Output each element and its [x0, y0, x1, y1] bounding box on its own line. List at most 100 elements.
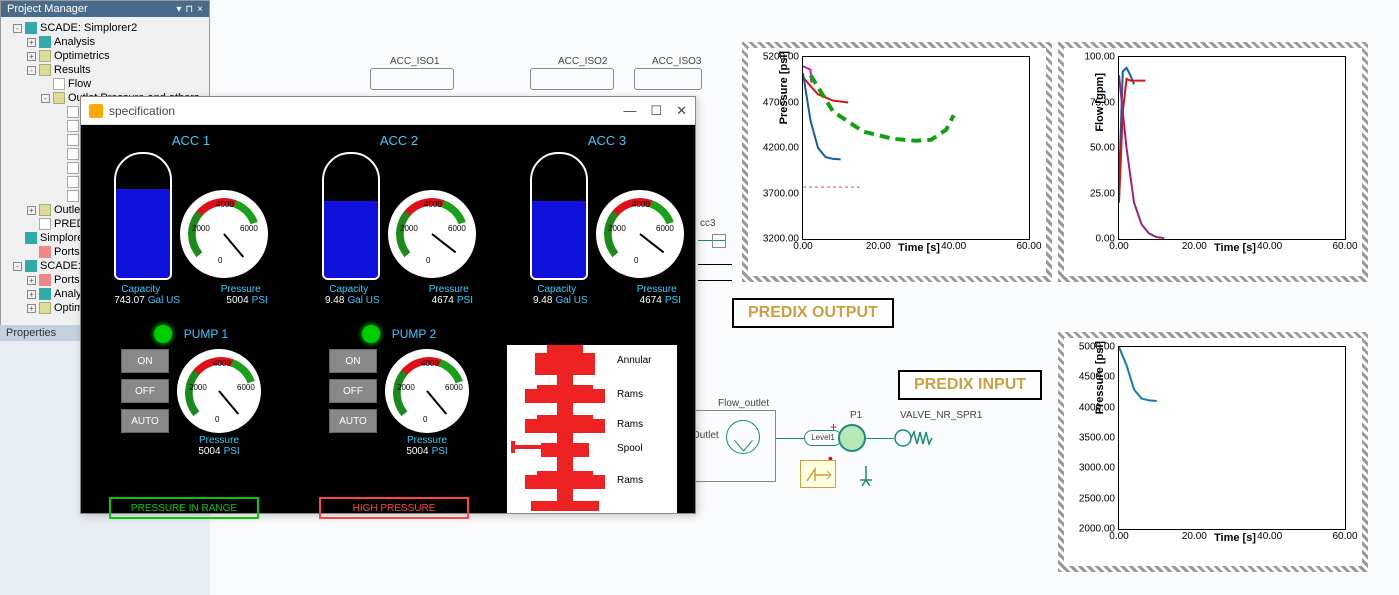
tree-item-label: Outle — [54, 204, 80, 216]
expander-icon[interactable]: - — [13, 262, 22, 271]
tree-item[interactable]: Flow — [5, 77, 205, 91]
iso-label-3: ACC_ISO3 — [652, 56, 701, 67]
chart-icon — [25, 260, 37, 272]
bop-ram — [525, 475, 605, 489]
predix-input-label: PREDIX INPUT — [914, 376, 1026, 393]
leaf-icon — [67, 148, 79, 160]
tree-item[interactable]: +Optimetrics — [5, 49, 205, 63]
predix-output-label: PREDIX OUTPUT — [748, 304, 878, 321]
chart-pressure2: Pressure [psi] 2000.002500.003000.003500… — [1058, 332, 1368, 572]
leaf-icon — [67, 190, 79, 202]
chart-plot-area[interactable]: 0.0025.0050.0075.00100.000.0020.0040.006… — [1118, 56, 1346, 240]
flow-outlet-label: Flow_outlet — [718, 398, 769, 409]
status-high: HIGH PRESSURE — [319, 497, 469, 519]
leaf-icon — [53, 78, 65, 90]
chart-icon — [25, 22, 37, 34]
off-button[interactable]: OFF — [121, 379, 169, 403]
tree-item-label: Flow — [68, 78, 91, 90]
folder-icon — [53, 92, 65, 104]
bop-ram — [525, 419, 605, 433]
tree-item-label: SCADE: Simplorer2 — [40, 22, 137, 34]
status-led — [362, 325, 380, 343]
port-icon — [39, 274, 51, 286]
bop-label: Rams — [617, 419, 643, 430]
chart-pressure: Pressure [psi] 3200.003700.004200.004700… — [742, 42, 1052, 282]
expander-icon[interactable]: + — [27, 276, 36, 285]
predix-output-box: PREDIX OUTPUT — [732, 298, 894, 328]
port-icon — [39, 246, 51, 258]
accumulator-2: ACC 20200040006000CapacityPressure9.48Ga… — [299, 133, 499, 306]
off-button[interactable]: OFF — [329, 379, 377, 403]
tank-indicator — [530, 152, 588, 280]
tree-item[interactable]: + Analysis — [5, 35, 205, 49]
chart-icon — [25, 232, 37, 244]
status-ok: PRESSURE IN RANGE — [109, 497, 259, 519]
ground-icon — [856, 466, 876, 490]
properties-title: Properties — [6, 327, 56, 339]
iso-block-1[interactable] — [370, 68, 454, 90]
tree-item-label: Ports — [54, 246, 80, 258]
meter-icon[interactable] — [726, 420, 760, 454]
acc-title: ACC 2 — [299, 133, 499, 148]
expander-icon[interactable]: - — [13, 24, 22, 33]
pump-title: PUMP 1 — [184, 327, 228, 341]
tree-item[interactable]: - SCADE: Simplorer2 — [5, 21, 205, 35]
tree-item-label: Optim — [54, 302, 83, 314]
tree-item-label: Analysis — [54, 36, 95, 48]
source-block[interactable] — [800, 460, 836, 488]
spring-icon[interactable] — [894, 426, 936, 450]
tank-indicator — [322, 152, 380, 280]
auto-button[interactable]: AUTO — [329, 409, 377, 433]
pump-2: PUMP 2ONOFFAUTO0200040006000Pressure5004… — [299, 325, 499, 457]
connector[interactable] — [712, 234, 726, 248]
p1-label: P1 — [850, 410, 862, 421]
expander-icon[interactable]: + — [27, 38, 36, 47]
folder-icon — [39, 64, 51, 76]
pump-title: PUMP 2 — [392, 327, 436, 341]
expander-icon[interactable]: + — [27, 52, 36, 61]
properties-panel: Properties — [0, 325, 88, 341]
bop-label: Annular — [617, 355, 651, 366]
on-button[interactable]: ON — [121, 349, 169, 373]
iso-block-3[interactable] — [634, 68, 702, 90]
bop-spool — [541, 443, 589, 457]
auto-button[interactable]: AUTO — [121, 409, 169, 433]
bop-label: Rams — [617, 389, 643, 400]
accumulator-3: ACC 30200040006000CapacityPressure9.48Ga… — [507, 133, 707, 306]
expander-icon[interactable]: - — [41, 94, 50, 103]
window-title: specification — [109, 104, 175, 118]
wire — [776, 438, 804, 439]
expander-icon[interactable]: - — [27, 66, 36, 75]
acc-title: ACC 1 — [91, 133, 291, 148]
on-button[interactable]: ON — [329, 349, 377, 373]
expander-icon[interactable]: + — [27, 290, 36, 299]
spec-body: PRESSURE IN RANGE HIGH PRESSURE Annular … — [81, 125, 695, 513]
chart-icon — [39, 36, 51, 48]
pressure-gauge: 0200040006000 — [388, 190, 476, 278]
chart-plot-area[interactable]: 3200.003700.004200.004700.005200.000.002… — [802, 56, 1030, 240]
close-icon[interactable]: × — [197, 4, 203, 15]
tree-item[interactable]: -Results — [5, 63, 205, 77]
specification-window: specification — ☐ ✕ PRESSURE IN RANGE HI… — [80, 96, 696, 514]
wire — [866, 438, 894, 439]
predix-input-box: PREDIX INPUT — [898, 370, 1042, 400]
outlet-label: Outlet — [692, 430, 719, 441]
p1-block[interactable] — [838, 424, 866, 452]
folder-icon — [39, 204, 51, 216]
pin-icon[interactable]: ⊓ — [185, 4, 193, 15]
pressure-gauge: 0200040006000 — [596, 190, 684, 278]
accumulator-1: ACC 10200040006000CapacityPressure743.07… — [91, 133, 291, 306]
chart-plot-area[interactable]: 2000.002500.003000.003500.004000.004500.… — [1118, 346, 1346, 530]
minimize-icon[interactable]: — — [623, 103, 636, 119]
pressure-gauge: 0200040006000 — [385, 349, 469, 433]
iso-block-2[interactable] — [530, 68, 614, 90]
dropdown-icon[interactable]: ▾ — [176, 4, 181, 15]
chart-xlabel: Time [s] — [1118, 532, 1352, 544]
maximize-icon[interactable]: ☐ — [650, 103, 662, 119]
bop-label: Rams — [617, 475, 643, 486]
bop-label: Spool — [617, 443, 643, 454]
expander-icon[interactable]: + — [27, 206, 36, 215]
window-titlebar[interactable]: specification — ☐ ✕ — [81, 97, 695, 125]
expander-icon[interactable]: + — [27, 304, 36, 313]
close-icon[interactable]: ✕ — [676, 103, 687, 119]
